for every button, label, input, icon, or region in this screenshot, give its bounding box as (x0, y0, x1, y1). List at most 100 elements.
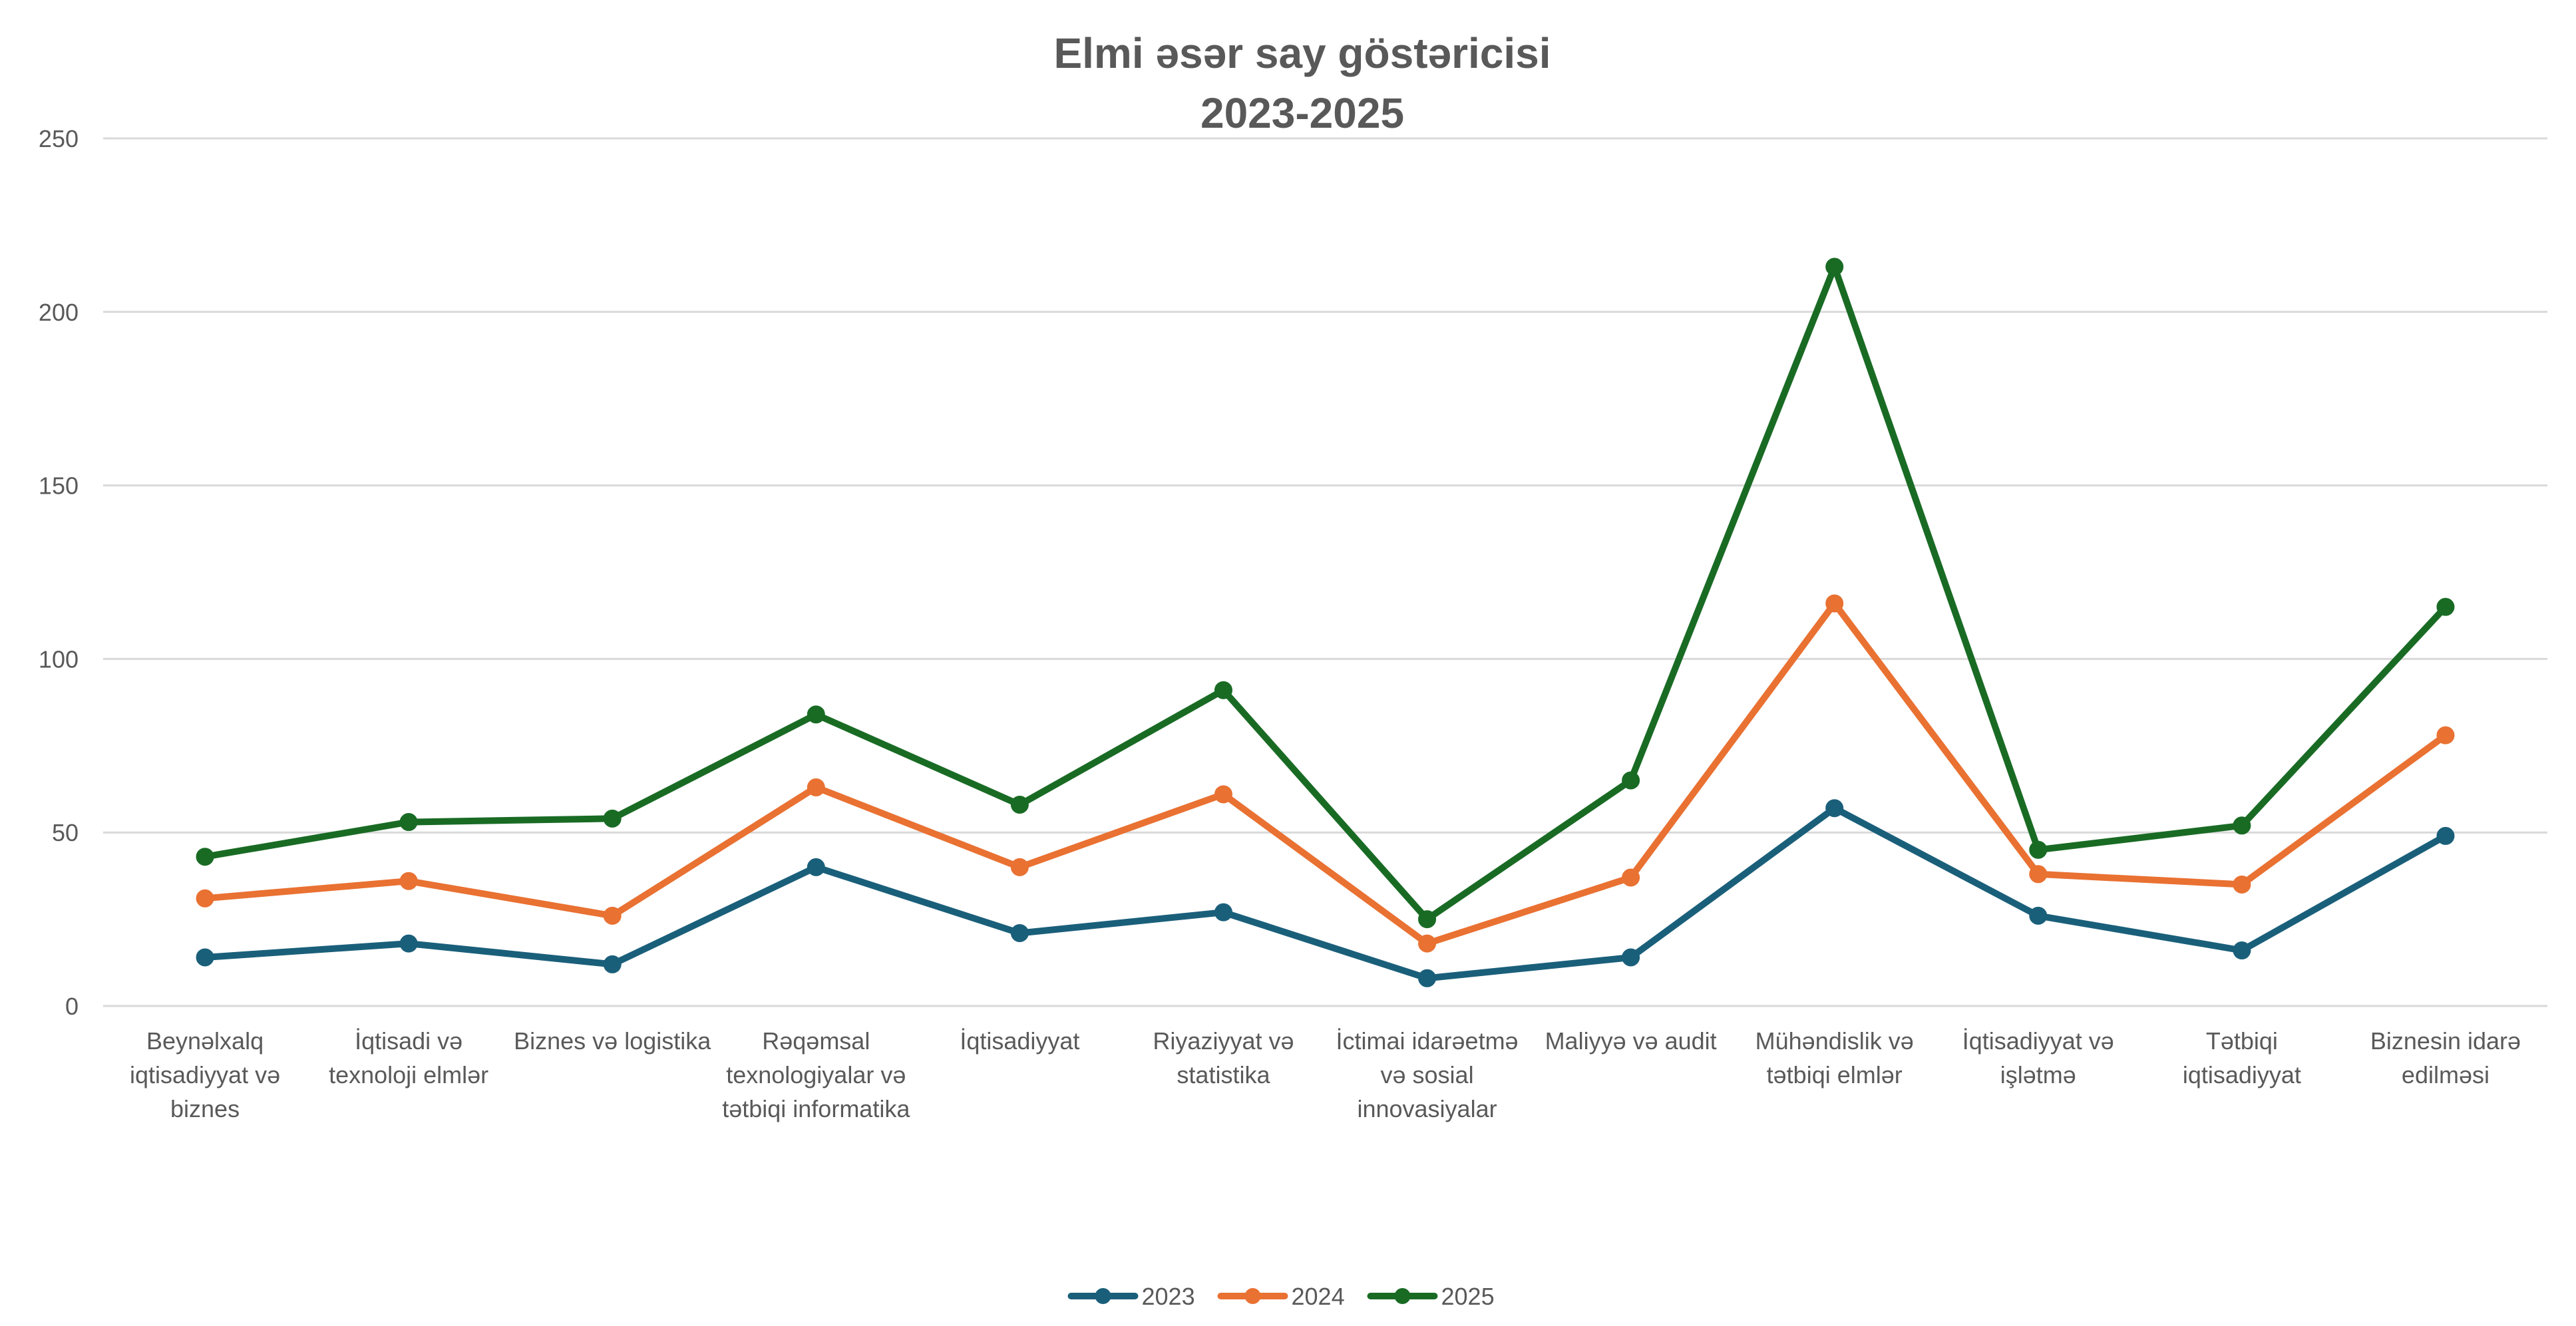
series-lines (196, 257, 2455, 987)
y-tick-label-100: 100 (39, 645, 79, 673)
data-point-2023 (1010, 923, 1029, 942)
data-point-2023 (196, 948, 214, 967)
data-point-2025 (1622, 771, 1640, 790)
data-point-2025 (1418, 910, 1437, 929)
data-point-2025 (1010, 795, 1029, 814)
data-point-2024 (196, 889, 214, 908)
x-category-label: İqtisadiyyat və işlətmə (1962, 1027, 2114, 1088)
x-category-label: Rəqəmsal texnologiyalar və tətbiqi informa… (722, 1027, 910, 1122)
legend-item-2024: 2024 (1217, 1283, 1345, 1310)
x-category-label: Biznes və logistika (514, 1027, 711, 1055)
data-point-2023 (1214, 903, 1232, 921)
x-category-label-line: Rəqəmsal (762, 1027, 870, 1055)
gridlines (103, 137, 2547, 1007)
x-category-label-line: Biznes və logistika (514, 1027, 711, 1055)
data-point-2024 (603, 906, 622, 925)
data-point-2025 (1214, 681, 1232, 699)
data-point-2024 (2233, 875, 2251, 894)
data-point-2023 (1622, 948, 1640, 967)
data-point-2025 (603, 809, 622, 828)
chart-title: Elmi əsər say göstəricisi 2023-2025 (1053, 29, 1551, 137)
x-category-label: İqtisadiyyat (960, 1027, 1079, 1055)
data-point-2023 (2029, 906, 2048, 925)
x-category-label: Biznesin idarə edilməsi (2370, 1027, 2521, 1088)
x-category-label-line: texnologiyalar və (726, 1061, 906, 1088)
x-category-label-line: edilməsi (2402, 1061, 2489, 1088)
legend: 2023 2024 2025 (1067, 1283, 1495, 1310)
x-category-label-line: və sosial (1381, 1061, 1474, 1088)
y-axis-ticks: 0 50 100 150 200 250 (39, 125, 79, 1020)
data-point-2025 (1825, 257, 1844, 276)
x-category-label-line: Riyaziyyat və (1153, 1027, 1294, 1055)
chart-title-line-2: 2023-2025 (1200, 89, 1404, 137)
x-category-label-line: iqtisadiyyat (2183, 1061, 2301, 1088)
x-category-label-line: innovasiyalar (1357, 1095, 1497, 1122)
data-point-2024 (1214, 785, 1232, 804)
x-category-label-line: İqtisadiyyat (960, 1027, 1079, 1055)
data-point-2024 (807, 778, 825, 796)
x-category-label: Tətbiqi iqtisadiyyat (2183, 1027, 2301, 1088)
x-category-label-line: Beynəlxalq (146, 1027, 264, 1055)
data-point-2025 (2029, 840, 2048, 859)
data-point-2024 (399, 872, 418, 890)
data-point-2023 (2436, 826, 2455, 845)
data-point-2024 (1418, 934, 1437, 953)
x-category-label-line: statistika (1177, 1061, 1270, 1088)
y-tick-label-250: 250 (39, 125, 79, 152)
y-tick-label-0: 0 (65, 993, 79, 1020)
x-category-label: İctimai idarəetmə və sosial innovasiyalar (1336, 1027, 1518, 1122)
data-point-2023 (1825, 799, 1844, 818)
x-category-label-line: İctimai idarəetmə (1336, 1027, 1518, 1055)
x-category-label: İqtisadi və texnoloji elmlər (329, 1027, 488, 1088)
legend-label-2025: 2025 (1441, 1283, 1495, 1310)
data-point-2024 (1825, 594, 1844, 613)
legend-marker-icon (1244, 1288, 1261, 1304)
legend-marker-icon (1095, 1288, 1111, 1304)
data-point-2024 (2436, 726, 2455, 745)
data-point-2024 (2029, 865, 2048, 884)
x-axis-categories: Beynəlxalq iqtisadiyyat və biznes İqtisadi … (130, 1027, 2521, 1122)
x-category-label-line: Tətbiqi (2206, 1027, 2278, 1055)
series-line-2025 (202, 263, 2449, 923)
x-category-label: Maliyyə və audit (1545, 1027, 1717, 1055)
data-point-2025 (196, 848, 214, 866)
series-2024 (196, 594, 2455, 953)
data-point-2023 (603, 955, 622, 973)
data-point-2024 (1010, 858, 1029, 876)
x-category-label-line: iqtisadiyyat və (130, 1061, 280, 1088)
y-tick-label-200: 200 (39, 299, 79, 326)
y-tick-label-50: 50 (52, 819, 79, 846)
data-point-2024 (1622, 868, 1640, 887)
data-point-2023 (2233, 941, 2251, 960)
data-point-2023 (399, 934, 418, 953)
series-line-2024 (202, 599, 2449, 947)
x-category-label: Riyaziyyat və statistika (1153, 1027, 1294, 1088)
series-2023 (196, 799, 2455, 987)
x-category-label-line: biznes (170, 1095, 240, 1122)
x-category-label-line: tətbiqi elmlər (1767, 1061, 1903, 1088)
legend-label-2024: 2024 (1292, 1283, 1345, 1310)
data-point-2025 (2233, 816, 2251, 835)
x-category-label-line: texnoloji elmlər (329, 1061, 488, 1088)
x-category-label-line: İqtisadi və (355, 1027, 462, 1055)
x-category-label-line: Biznesin idarə (2370, 1027, 2521, 1055)
x-category-label-line: Mühəndislik və (1755, 1027, 1914, 1055)
series-line-2023 (202, 804, 2449, 982)
x-category-label: Mühəndislik və tətbiqi elmlər (1755, 1027, 1914, 1088)
legend-label-2023: 2023 (1142, 1283, 1195, 1310)
x-category-label-line: İqtisadiyyat və (1962, 1027, 2114, 1055)
chart-title-line-1: Elmi əsər say göstəricisi (1053, 29, 1551, 77)
x-category-label-line: Maliyyə və audit (1545, 1027, 1717, 1055)
data-point-2025 (399, 813, 418, 832)
y-tick-label-150: 150 (39, 472, 79, 500)
x-category-label-line: tətbiqi informatika (722, 1095, 910, 1122)
data-point-2025 (2436, 597, 2455, 616)
data-point-2023 (807, 858, 825, 876)
legend-item-2023: 2023 (1067, 1283, 1195, 1310)
x-category-label-line: işlətmə (2000, 1061, 2076, 1088)
data-point-2023 (1418, 969, 1437, 987)
legend-item-2025: 2025 (1367, 1283, 1495, 1310)
series-2025 (196, 257, 2455, 929)
